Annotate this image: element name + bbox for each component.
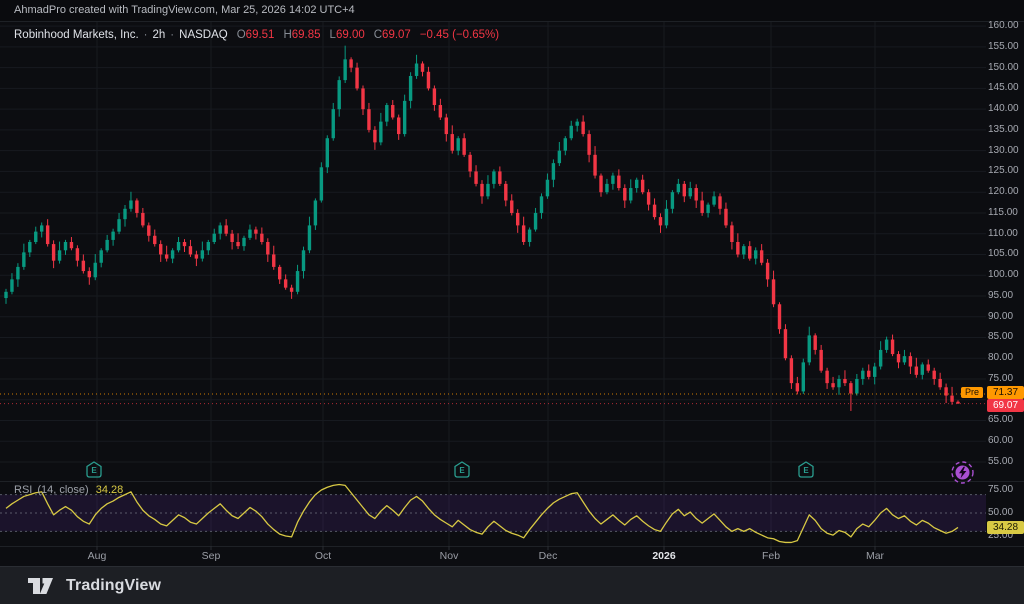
time-axis-label: Oct: [314, 550, 332, 562]
interval-label[interactable]: 2h: [152, 28, 166, 41]
timeaxis-divider: [0, 546, 1024, 547]
price-axis-label: 80.00: [988, 352, 1014, 364]
price-axis-label: 120.00: [988, 186, 1019, 198]
symbol-title[interactable]: Robinhood Markets, Inc.: [14, 28, 139, 41]
price-axis-label: 65.00: [988, 414, 1014, 426]
premarket-tag: Pre: [961, 387, 984, 398]
price-axis-label: 95.00: [988, 289, 1014, 301]
legend-separator: ·: [170, 28, 175, 41]
high-letter: H: [283, 28, 292, 41]
time-axis-label: Feb: [761, 550, 781, 562]
price-axis-label: 125.00: [988, 165, 1019, 177]
rsi-axis-label: 25.00: [988, 530, 1014, 541]
low-value: 69.00: [335, 28, 365, 41]
time-axis-label: Sep: [201, 550, 221, 562]
price-axis-label: 130.00: [988, 144, 1019, 156]
attribution-text: AhmadPro created with TradingView.com, M…: [14, 4, 355, 16]
symbol-legend: Robinhood Markets, Inc. · 2h · NASDAQ O …: [14, 27, 499, 42]
price-axis-label: 150.00: [988, 61, 1019, 73]
attribution-bar: AhmadPro created with TradingView.com, M…: [0, 0, 1024, 21]
price-axis-label: 90.00: [988, 310, 1014, 322]
svg-text:E: E: [803, 466, 809, 475]
open-letter: O: [236, 28, 246, 41]
earnings-marker-icon[interactable]: E: [798, 461, 814, 478]
price-axis-label: 140.00: [988, 103, 1019, 115]
price-axis-label: 145.00: [988, 82, 1019, 94]
lightning-icon[interactable]: [950, 460, 975, 485]
price-axis-label: 115.00: [988, 206, 1018, 218]
rsi-value: 34.28: [95, 484, 124, 496]
price-axis-label: 60.00: [988, 435, 1014, 447]
change-value: −0.45 (−0.65%): [419, 28, 500, 41]
rsi-axis-label: 50.00: [988, 507, 1014, 518]
rsi-title[interactable]: RSI: [14, 484, 33, 496]
footer-bar: TradingView: [0, 566, 1024, 604]
rsi-params: (14, close): [37, 484, 89, 496]
legend-separator: ·: [143, 28, 148, 41]
time-axis[interactable]: Aug Sep Oct Nov Dec 2026 Feb Mar: [0, 546, 1024, 566]
price-axis-label: 100.00: [988, 269, 1019, 281]
time-axis-label: 2026: [652, 550, 676, 562]
price-axis-label: 160.00: [988, 20, 1019, 32]
price-axis[interactable]: 160.00 155.00 150.00 145.00 140.00 135.00 130.…: [988, 0, 1024, 566]
earnings-marker-icon[interactable]: E: [454, 461, 470, 478]
time-axis-label: Nov: [439, 550, 459, 562]
time-axis-label: Dec: [538, 550, 558, 562]
price-axis-label: 155.00: [988, 40, 1019, 52]
svg-text:E: E: [459, 466, 465, 475]
premarket-price-badge: 71.37: [987, 386, 1024, 399]
open-value: 69.51: [245, 28, 275, 41]
close-value: 69.07: [382, 28, 411, 41]
time-axis-label: Mar: [865, 550, 885, 562]
time-axis-label: Aug: [87, 550, 107, 562]
close-letter: C: [373, 28, 383, 41]
pane-divider[interactable]: [0, 481, 1024, 482]
rsi-value-badge: 34.28: [987, 521, 1024, 534]
attribution-divider: [0, 21, 1024, 22]
price-axis-label: 55.00: [988, 456, 1014, 467]
price-axis-label: 135.00: [988, 123, 1019, 135]
rsi-axis-label: 75.00: [988, 484, 1014, 495]
low-letter: L: [329, 28, 336, 41]
earnings-marker-icon[interactable]: E: [86, 461, 102, 478]
price-axis-label: 85.00: [988, 331, 1014, 343]
price-axis-label: 105.00: [988, 248, 1019, 260]
price-axis-label: 110.00: [988, 227, 1018, 239]
high-value: 69.85: [291, 28, 321, 41]
rsi-legend: RSI (14, close) 34.28: [14, 483, 123, 497]
tradingview-brand-text[interactable]: TradingView: [66, 576, 162, 594]
svg-text:E: E: [91, 466, 97, 475]
last-price-badge: 69.07: [987, 399, 1024, 412]
tradingview-logo-icon[interactable]: [26, 574, 54, 598]
price-axis-label: 75.00: [988, 372, 1014, 384]
exchange-label: NASDAQ: [179, 28, 228, 41]
